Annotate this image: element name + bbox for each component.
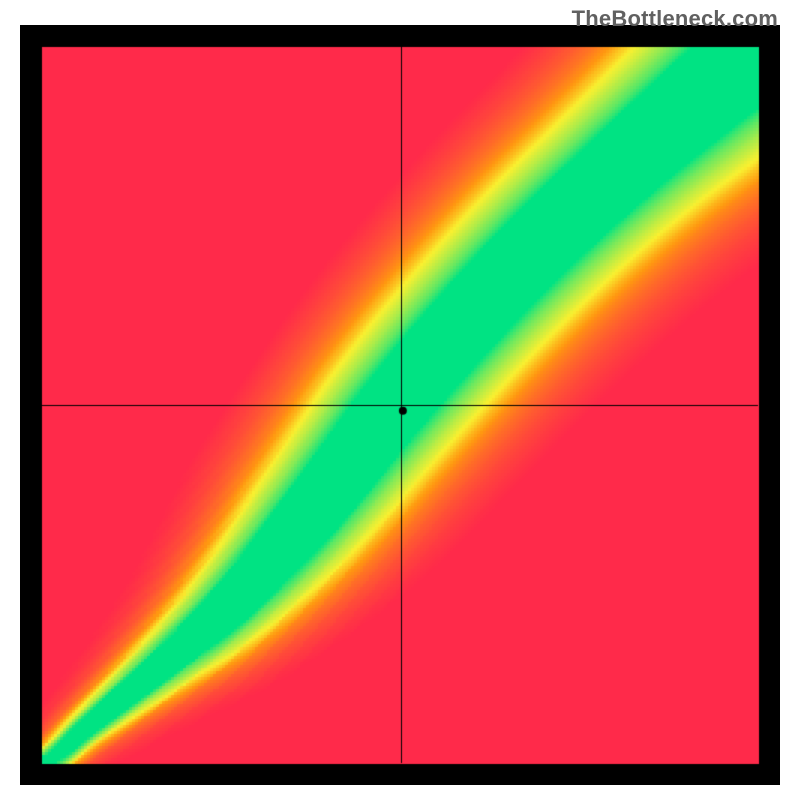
bottleneck-heatmap [20,25,780,785]
chart-container: TheBottleneck.com [0,0,800,800]
plot-frame [20,25,780,785]
watermark-text: TheBottleneck.com [572,6,778,32]
